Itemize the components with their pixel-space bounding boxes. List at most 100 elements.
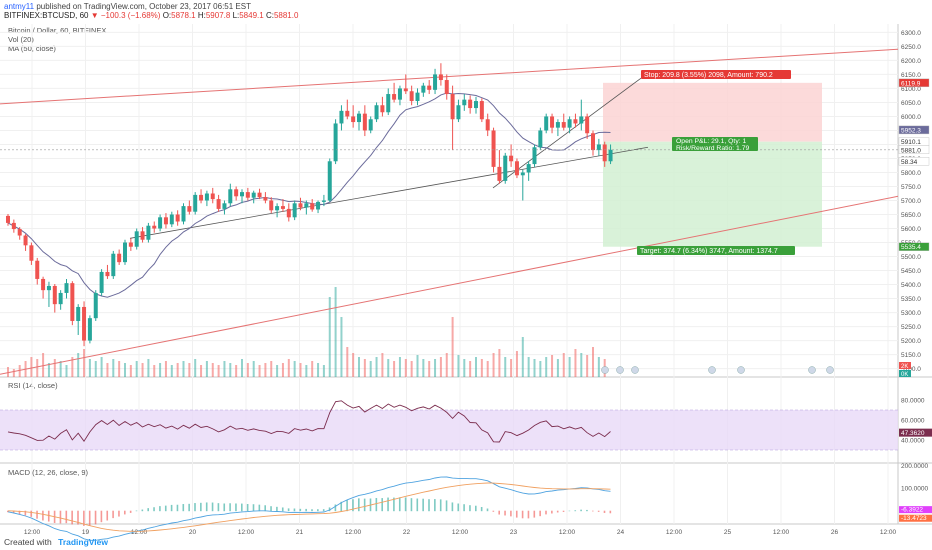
volume-bar bbox=[141, 363, 144, 377]
time-tick-label: 12:00 bbox=[773, 529, 790, 536]
macd-histogram-bar bbox=[480, 506, 483, 512]
rsi-legend: RSI (14, close) bbox=[8, 381, 58, 390]
volume-bar bbox=[135, 361, 138, 377]
pnl-box bbox=[672, 137, 758, 151]
macd-histogram-bar bbox=[428, 499, 430, 512]
pnl-annotation: Open P&L: 29.1, Qty: 1 bbox=[676, 138, 746, 145]
time-tick-label: 26 bbox=[831, 529, 839, 536]
macd-histogram-bar bbox=[24, 510, 27, 516]
candle-body bbox=[310, 203, 315, 210]
volume-bar bbox=[381, 353, 384, 377]
volume-bar bbox=[106, 363, 109, 377]
tradingview-logo[interactable]: TradingView bbox=[58, 537, 109, 547]
candle-body bbox=[175, 214, 180, 222]
candle-body bbox=[550, 116, 555, 128]
candle-body bbox=[409, 91, 414, 102]
volume-bar bbox=[346, 347, 349, 377]
macd-signal-line bbox=[7, 482, 611, 532]
macd-histogram-bar bbox=[492, 510, 495, 512]
time-tick-label: 21 bbox=[296, 529, 304, 536]
volume-bar bbox=[252, 361, 255, 377]
volume-bar bbox=[486, 361, 489, 377]
time-tick-label: 22 bbox=[403, 529, 411, 536]
volume-bar bbox=[241, 359, 243, 377]
candle-body bbox=[298, 203, 303, 208]
candle-body bbox=[316, 201, 321, 210]
high-label: H: bbox=[197, 11, 206, 20]
price-tag-label: 5952.3 bbox=[901, 127, 921, 134]
price-tick-label: 6300.0 bbox=[901, 30, 921, 37]
target-annotation: Target: 374.7 (6.34%) 3747, Amount: 1374… bbox=[640, 248, 778, 255]
macd-histogram-bar bbox=[398, 497, 401, 512]
event-marker-icon bbox=[737, 366, 745, 374]
candle-body bbox=[479, 101, 484, 120]
candle-body bbox=[210, 193, 215, 200]
price-tag bbox=[898, 242, 930, 251]
candle-body bbox=[538, 130, 543, 148]
volume-bar bbox=[469, 361, 472, 377]
candle-body bbox=[591, 133, 595, 151]
author-link[interactable]: antmy11 bbox=[4, 2, 35, 11]
time-tick-label: 12:00 bbox=[24, 529, 41, 536]
stop-annotation: Stop: 209.8 (3.55%) 2098, Amount: 790.2 bbox=[644, 72, 773, 79]
support-trend-line bbox=[129, 146, 649, 239]
macd-histogram-bar bbox=[293, 508, 296, 512]
candle-body bbox=[286, 208, 291, 218]
candle-body bbox=[275, 206, 280, 211]
volume-bar bbox=[580, 353, 583, 377]
macd-histogram-bar bbox=[141, 509, 144, 512]
macd-histogram-bar bbox=[346, 500, 348, 512]
macd-histogram-bar bbox=[504, 510, 506, 516]
volume-bar bbox=[293, 361, 296, 377]
macd-histogram-bar bbox=[188, 503, 190, 512]
candle-body bbox=[433, 74, 438, 90]
candle-body bbox=[52, 285, 57, 305]
time-tick-label: 12:00 bbox=[345, 529, 362, 536]
volume-bar bbox=[533, 359, 536, 377]
candle-body bbox=[64, 283, 69, 293]
candle-body bbox=[234, 189, 239, 197]
price-tick-label: 5650.0 bbox=[901, 212, 921, 219]
candle-body bbox=[292, 203, 297, 218]
signal-value-label: -13.4723 bbox=[901, 515, 927, 522]
macd-line bbox=[7, 476, 611, 541]
upper-channel-line bbox=[0, 48, 899, 105]
volume-bar bbox=[112, 359, 115, 377]
macd-histogram-bar bbox=[252, 504, 255, 512]
candle-body bbox=[421, 85, 426, 93]
volume-bar bbox=[118, 361, 121, 377]
event-marker-icon bbox=[616, 366, 624, 374]
macd-histogram-bar bbox=[498, 510, 500, 515]
price-tick-label: 5150.0 bbox=[901, 352, 921, 359]
volume-bar bbox=[586, 355, 589, 377]
volume-bar bbox=[387, 359, 390, 377]
volume-bar bbox=[223, 361, 226, 377]
candle-body bbox=[573, 119, 578, 124]
candle-body bbox=[187, 206, 192, 212]
candle-body bbox=[93, 292, 98, 319]
macd-histogram-bar bbox=[475, 505, 477, 512]
target-annotation-box bbox=[637, 246, 795, 255]
lower-channel-line bbox=[0, 195, 899, 375]
volume-bar bbox=[287, 359, 290, 377]
volume-bar bbox=[129, 365, 132, 377]
time-tick-label: 12:00 bbox=[880, 529, 897, 536]
macd-histogram-bar bbox=[527, 510, 530, 519]
candle-body bbox=[204, 193, 209, 201]
volume-bar bbox=[30, 357, 33, 377]
price-tick-label: 5800.0 bbox=[901, 170, 921, 177]
volume-bar bbox=[246, 363, 249, 377]
volume-bar bbox=[515, 351, 518, 377]
macd-histogram-bar bbox=[94, 510, 97, 525]
price-tag-label: 6119.9 bbox=[901, 80, 921, 87]
price-tick-label: 6150.0 bbox=[901, 72, 921, 79]
macd-histogram-bar bbox=[556, 510, 559, 513]
macd-histogram-bar bbox=[434, 499, 436, 512]
macd-histogram-bar bbox=[147, 508, 149, 512]
volume-bar bbox=[311, 361, 314, 377]
candle-body bbox=[82, 306, 87, 341]
macd-histogram-bar bbox=[36, 510, 38, 519]
candle-body bbox=[456, 105, 461, 120]
price-tick-label: 5750.0 bbox=[901, 184, 921, 191]
